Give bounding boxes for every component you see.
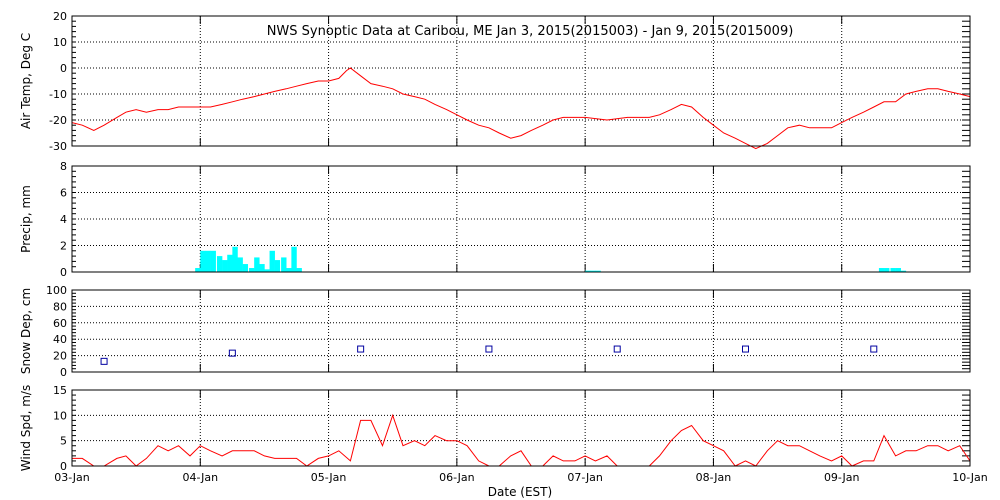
snow_depth-panel: 100 80 60 40 20 0 Snow Dep, cm — [19, 284, 971, 379]
precip-bar — [237, 257, 243, 272]
precip-bar — [210, 250, 216, 272]
x-tick-label: 09-Jan — [824, 471, 860, 484]
snow-depth-point — [357, 345, 365, 353]
precip-bar — [291, 246, 297, 272]
precip-bar — [264, 269, 270, 272]
y-tick-label: 10 — [53, 409, 67, 422]
y-tick-label: 0 — [60, 460, 67, 473]
y-tick-label: 100 — [46, 284, 67, 297]
x-tick-label: 07-Jan — [567, 471, 603, 484]
wind_speed-frame — [71, 389, 971, 467]
y-tick-label: 60 — [53, 317, 67, 330]
air_temp-frame — [71, 15, 971, 147]
y-tick-label: 10 — [53, 36, 67, 49]
precip-bar — [878, 268, 885, 272]
y-tick-label: 8 — [60, 160, 67, 173]
snow-depth-point — [870, 345, 878, 353]
precip-bar — [254, 257, 260, 272]
precip-bar — [884, 268, 890, 272]
y-tick-label: -20 — [49, 114, 67, 127]
air_temp-series-line — [71, 67, 971, 150]
precip-bar — [274, 260, 281, 272]
snow-depth-point — [742, 345, 749, 353]
snow-depth-point — [100, 357, 108, 365]
y-tick-label: 5 — [60, 435, 67, 448]
y-tick-label: 2 — [60, 240, 67, 253]
precip-bar — [890, 268, 896, 272]
y-tick-label: 20 — [53, 350, 67, 363]
precip-bar — [585, 270, 591, 272]
precip-bar — [216, 256, 223, 272]
y-tick-label: -10 — [49, 88, 67, 101]
y-tick-label: 0 — [60, 62, 67, 75]
precip-bar — [286, 268, 292, 272]
x-tick-label: 05-Jan — [311, 471, 347, 484]
y-tick-label: 20 — [53, 10, 67, 23]
precip-bar — [281, 257, 287, 272]
y-tick-label: 0 — [60, 366, 67, 379]
precip-bar — [200, 250, 206, 272]
precip-bar — [595, 270, 601, 272]
precip-bar — [249, 268, 255, 272]
precip-bar — [227, 254, 233, 272]
precip-bar — [222, 260, 228, 272]
precip-bar — [590, 270, 596, 272]
air_temp-panel: 20 10 0 -10 -20 -30 Air Temp, Deg C — [19, 10, 971, 153]
y-tick-label: 6 — [60, 187, 67, 200]
y-tick-label: 40 — [53, 333, 67, 346]
x-tick-label: 10-Jan — [952, 471, 988, 484]
precip-bar — [900, 270, 907, 272]
x-tick-label: 03-Jan — [54, 471, 90, 484]
x-tick-label: 08-Jan — [696, 471, 732, 484]
precip-panel: 8 6 4 2 0 Precip, mm — [19, 160, 971, 279]
precip-bar — [269, 250, 275, 272]
precip-bar — [259, 264, 265, 272]
y-axis-label: Wind Spd, m/s — [19, 385, 33, 471]
precip-bar — [895, 268, 901, 272]
precip-bar — [296, 268, 302, 272]
y-axis-label: Precip, mm — [19, 185, 33, 253]
precip-bar — [232, 246, 238, 272]
x-axis-label: Date (EST) — [488, 485, 552, 499]
wind_speed-series-line — [72, 413, 971, 467]
y-tick-label: -30 — [49, 140, 67, 153]
precip-frame — [71, 165, 971, 273]
snow-depth-point — [485, 345, 493, 353]
y-tick-label: 4 — [60, 213, 67, 226]
y-tick-label: 80 — [53, 300, 67, 313]
chart-title: NWS Synoptic Data at Caribou, ME Jan 3, … — [267, 24, 794, 39]
precip-bar — [205, 250, 211, 272]
y-axis-label: Air Temp, Deg C — [19, 33, 33, 129]
snow-depth-point — [228, 349, 236, 357]
precip-bar — [242, 264, 249, 272]
snow-depth-point — [613, 345, 621, 353]
snow_depth-frame — [71, 289, 971, 373]
y-axis-label: Snow Dep, cm — [19, 288, 33, 374]
x-tick-label: 06-Jan — [439, 471, 475, 484]
x-tick-label: 04-Jan — [183, 471, 219, 484]
y-tick-label: 15 — [53, 384, 67, 397]
y-tick-label: 0 — [60, 266, 67, 279]
wind_speed-panel: 15 10 5 0 Wind Spd, m/s — [19, 384, 971, 473]
precip-bar — [195, 268, 201, 272]
